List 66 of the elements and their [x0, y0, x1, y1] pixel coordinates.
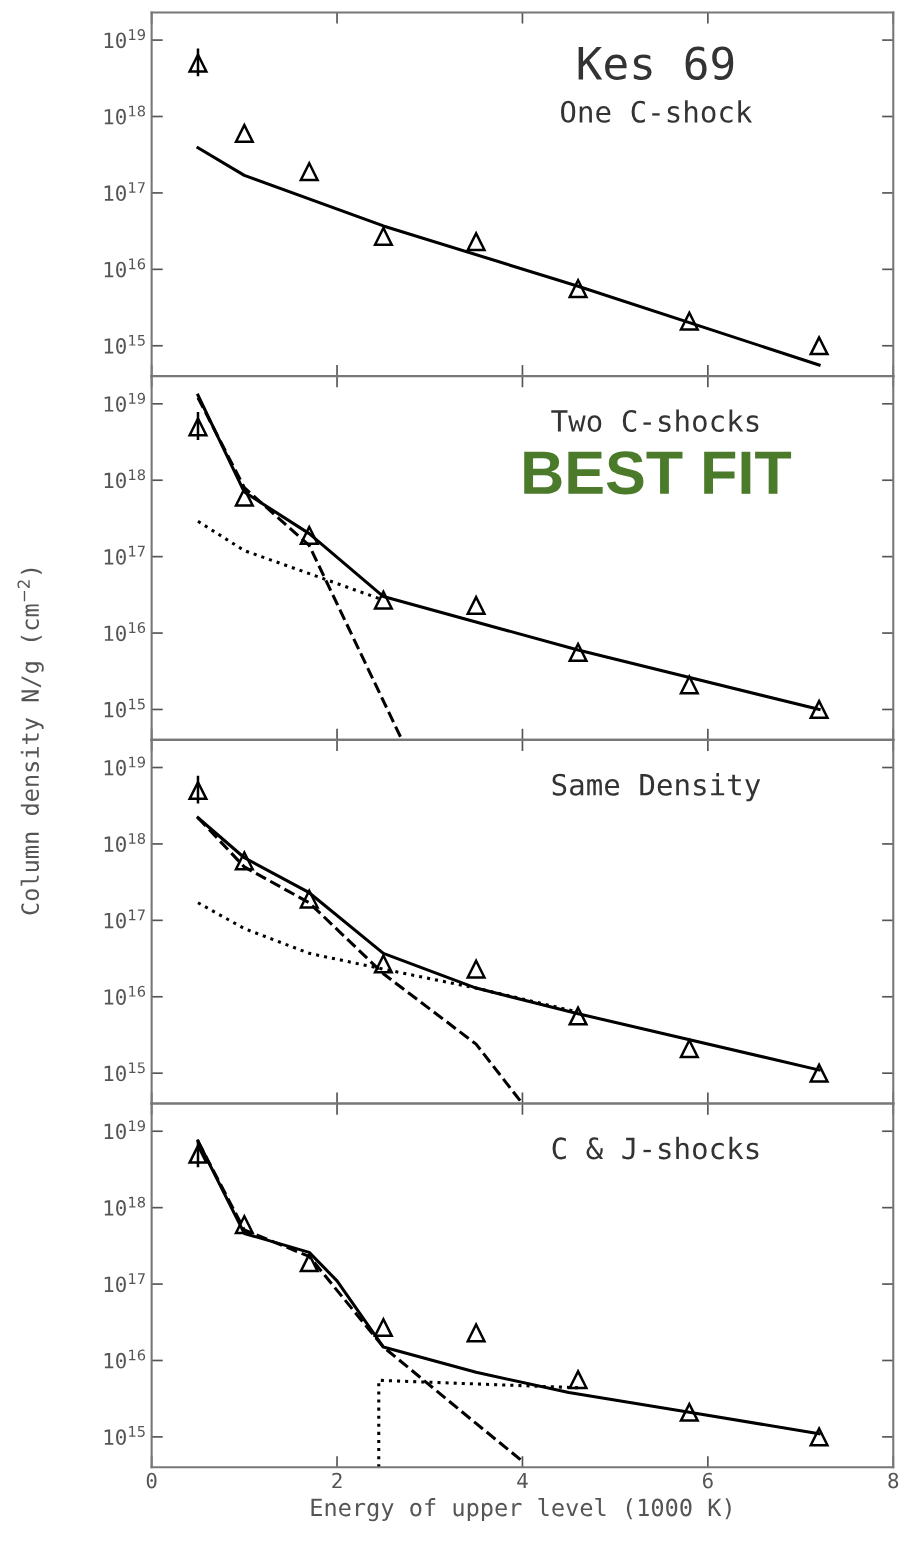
y-tick-label: 10$^{16}$ — [104, 1349, 146, 1369]
y-tick-label: 10$^{19}$ — [104, 756, 146, 776]
annotation: C & J-shocks — [552, 1136, 759, 1160]
point — [299, 525, 319, 545]
point — [568, 1006, 588, 1026]
point — [234, 1215, 254, 1235]
y-tick-label: 10$^{15}$ — [104, 698, 145, 718]
y-tick-label: 10$^{17}$ — [104, 182, 145, 202]
y-tick-label: 10$^{16}$ — [104, 985, 146, 1005]
point — [188, 780, 208, 801]
point — [809, 1427, 829, 1447]
point — [373, 1317, 393, 1338]
x-tick-label: 4 — [517, 1472, 528, 1489]
y-tick-label: 10$^{15}$ — [104, 334, 145, 354]
y-tick-label: 10$^{16}$ — [104, 622, 146, 642]
annotation: Two C-shocks — [551, 409, 759, 432]
point — [679, 675, 699, 695]
y-tick-label: 10$^{16}$ — [104, 258, 146, 278]
point — [188, 417, 208, 437]
point — [568, 642, 588, 662]
point — [188, 1144, 208, 1164]
point — [299, 889, 319, 909]
line-series — [196, 146, 821, 367]
y-tick-label: 10$^{18}$ — [104, 832, 146, 853]
annotation: One C-shock — [561, 100, 753, 123]
y-tick-label: 10$^{19}$ — [104, 29, 146, 49]
point — [188, 53, 208, 73]
point — [234, 487, 254, 507]
point — [299, 1253, 319, 1273]
x-axis-title: Energy of upper level (1000 K) — [311, 1498, 731, 1522]
point — [809, 1063, 829, 1083]
point — [679, 1038, 699, 1059]
x-tick-label: 0 — [146, 1472, 157, 1489]
point — [466, 232, 486, 252]
point — [679, 1402, 699, 1422]
x-tick-label: 2 — [332, 1472, 342, 1489]
y-tick-label: 10$^{15}$ — [104, 1426, 145, 1446]
point — [809, 336, 829, 356]
point — [466, 595, 486, 615]
point — [373, 590, 393, 610]
y-tick-label: 10$^{19}$ — [104, 1120, 146, 1140]
annotation: BEST FIT — [524, 451, 792, 495]
annotation: Kes 69 — [578, 46, 734, 81]
y-axis-title: Column density N/g (cm$^{−2}$) — [17, 568, 44, 915]
y-tick-label: 10$^{19}$ — [104, 392, 146, 412]
y-tick-label: 10$^{18}$ — [104, 469, 146, 489]
x-tick-label: 8 — [888, 1472, 899, 1489]
point — [299, 162, 319, 182]
y-tick-label: 10$^{17}$ — [104, 545, 145, 565]
point — [373, 954, 393, 974]
point — [373, 226, 393, 246]
x-tick-label: 6 — [702, 1472, 713, 1489]
point — [679, 311, 699, 331]
y-tick-label: 10$^{17}$ — [104, 909, 145, 929]
point — [466, 959, 486, 979]
point — [234, 851, 254, 871]
annotation: Same Density — [552, 773, 761, 802]
point — [466, 1323, 486, 1343]
y-tick-label: 10$^{17}$ — [104, 1273, 145, 1293]
point — [568, 279, 588, 299]
point — [568, 1370, 588, 1390]
point — [234, 123, 254, 144]
point — [809, 699, 829, 720]
y-tick-label: 10$^{15}$ — [104, 1062, 145, 1082]
y-tick-label: 10$^{18}$ — [104, 1196, 146, 1216]
y-tick-label: 10$^{18}$ — [104, 105, 146, 125]
